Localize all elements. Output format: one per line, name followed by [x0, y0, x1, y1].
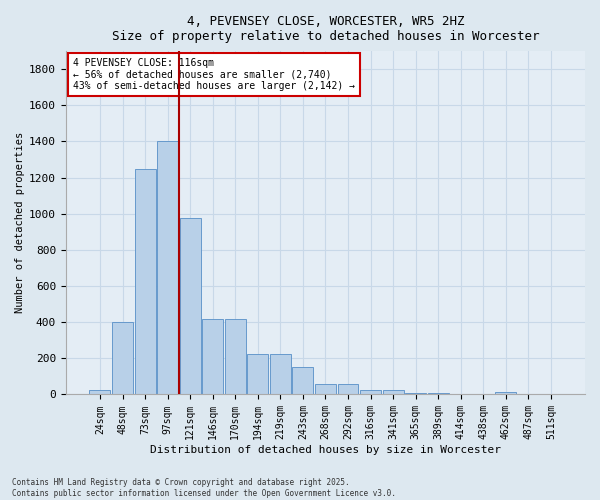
Bar	[89, 390, 110, 394]
Bar	[134, 168, 155, 394]
Bar	[338, 384, 358, 394]
Bar	[270, 354, 291, 395]
X-axis label: Distribution of detached houses by size in Worcester: Distribution of detached houses by size …	[150, 445, 501, 455]
Bar	[292, 368, 313, 394]
Bar	[179, 218, 200, 394]
Bar	[202, 320, 223, 394]
Bar	[383, 390, 404, 394]
Bar	[360, 390, 381, 394]
Bar	[247, 354, 268, 395]
Bar	[428, 392, 449, 394]
Bar	[405, 392, 426, 394]
Bar	[157, 142, 178, 394]
Y-axis label: Number of detached properties: Number of detached properties	[15, 132, 25, 314]
Text: Contains HM Land Registry data © Crown copyright and database right 2025.
Contai: Contains HM Land Registry data © Crown c…	[12, 478, 396, 498]
Bar	[496, 392, 517, 394]
Title: 4, PEVENSEY CLOSE, WORCESTER, WR5 2HZ
Size of property relative to detached hous: 4, PEVENSEY CLOSE, WORCESTER, WR5 2HZ Si…	[112, 15, 539, 43]
Bar	[112, 322, 133, 394]
Bar	[315, 384, 336, 394]
Text: 4 PEVENSEY CLOSE: 116sqm
← 56% of detached houses are smaller (2,740)
43% of sem: 4 PEVENSEY CLOSE: 116sqm ← 56% of detach…	[73, 58, 355, 92]
Bar	[225, 320, 246, 394]
